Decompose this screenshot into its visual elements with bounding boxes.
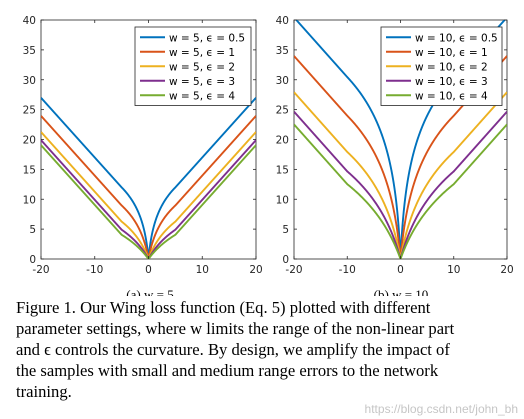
series-line [294,123,507,259]
y-tick-label: 5 [29,224,36,236]
legend-label: w = 10, ϵ = 3 [415,76,488,88]
y-tick-label: 35 [23,45,36,57]
series-line [41,97,256,259]
y-tick-label: 10 [276,194,289,206]
caption-line: the samples with small and medium range … [16,361,439,380]
legend-label: w = 10, ϵ = 0.5 [415,32,498,44]
y-tick-label: 5 [282,224,289,236]
y-tick-label: 10 [23,194,36,206]
y-tick-label: 35 [276,45,289,57]
y-tick-label: 15 [23,164,36,176]
series-line [41,139,256,259]
x-tick-label: 10 [447,264,460,276]
subfigure-caption: (b) w = 10 [374,287,429,296]
y-tick-label: 25 [276,105,289,117]
x-tick-label: 0 [145,264,152,276]
y-tick-label: 40 [276,15,289,27]
panel-b: -20 -10 0 10 20 0 5 10 15 20 25 30 35 40 w = 10, ϵ = 0… [276,15,514,296]
y-tick-label: 0 [29,254,36,266]
caption-line: parameter settings, where w limits the r… [16,319,455,338]
y-tick-label: 0 [282,254,289,266]
legend: w = 5, ϵ = 0.5 w = 5, ϵ = 1 w = 5, ϵ = 2 w … [134,26,252,106]
legend-label: w = 5, ϵ = 4 [169,90,235,102]
y-tick-label: 30 [276,75,289,87]
figure-caption: Figure 1. Our Wing loss function (Eq. 5)… [16,297,516,402]
x-tick-label: -10 [339,264,356,276]
x-tick-label: -20 [285,264,302,276]
x-tick-label: 20 [249,264,262,276]
y-tick-label: 30 [23,75,36,87]
x-tick-label: 10 [196,264,209,276]
legend-label: w = 5, ϵ = 3 [169,76,235,88]
y-tick-label: 20 [23,135,36,147]
panel-a: -20 -10 0 10 20 0 5 10 15 20 25 30 35 40 w = 5, ϵ = 0.… [23,15,263,296]
y-tick-label: 40 [23,15,36,27]
x-tick-label: -20 [32,264,49,276]
caption-line: Figure 1. Our Wing loss function (Eq. 5)… [16,298,431,317]
series-lines [41,97,256,259]
figure: -20 -10 0 10 20 0 5 10 15 20 25 30 35 40 w = 5, ϵ = 0.… [23,15,514,296]
legend-label: w = 5, ϵ = 0.5 [169,32,245,44]
x-tick-label: -10 [86,264,103,276]
legend-label: w = 10, ϵ = 4 [415,90,488,102]
legend-label: w = 10, ϵ = 1 [415,47,488,59]
caption-line: and ϵ controls the curvature. By design,… [16,340,450,359]
x-tick-label: 20 [500,264,513,276]
legend: w = 10, ϵ = 0.5 w = 10, ϵ = 1 w = 10, ϵ = … [380,26,503,106]
series-line [294,91,507,259]
series-line [41,131,256,259]
series-line [41,144,256,259]
caption-line: training. [16,382,72,401]
watermark: https://blog.csdn.net/john_bh [364,402,518,416]
legend-label: w = 5, ϵ = 1 [169,47,235,59]
legend-label: w = 10, ϵ = 2 [415,61,488,73]
legend-label: w = 5, ϵ = 2 [169,61,235,73]
x-tick-label: 0 [397,264,404,276]
series-line [41,115,256,259]
subfigure-caption: (a) w = 5 [126,287,173,296]
series-line [294,111,507,259]
y-tick-label: 20 [276,135,289,147]
y-tick-label: 25 [23,105,36,117]
y-tick-label: 15 [276,164,289,176]
